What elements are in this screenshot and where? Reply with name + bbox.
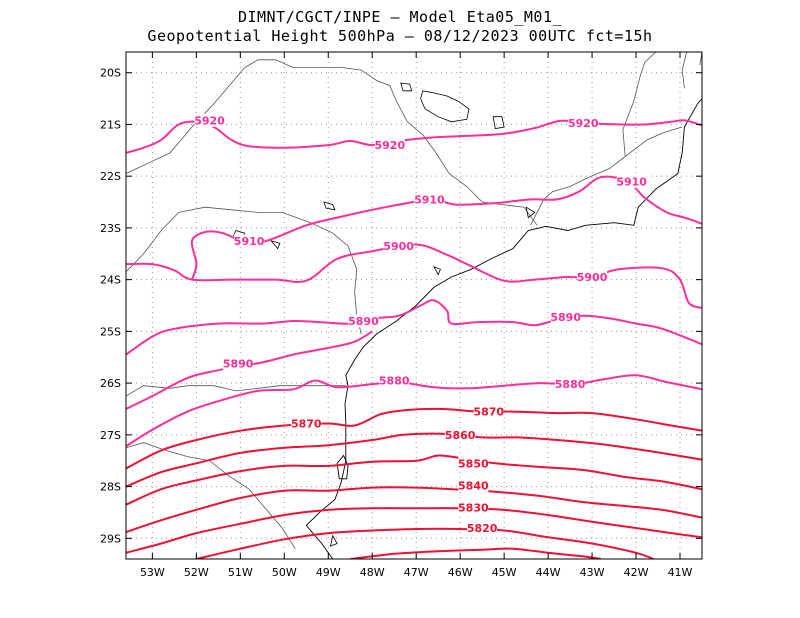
lon-tick-label: 41W [668, 566, 693, 579]
coastlines-and-borders [126, 52, 702, 559]
lat-tick-label: 26S [100, 377, 121, 390]
chart-title-line-1: DIMNT/CGCT/INPE – Model Eta05_M01_ [237, 8, 563, 26]
contour-5810 [350, 547, 602, 559]
lat-tick-label: 27S [100, 429, 121, 442]
lat-tick-label: 21S [100, 118, 121, 131]
contour-label: 5920 [194, 114, 225, 127]
lat-tick-label: 23S [100, 222, 121, 235]
lon-tick-label: 42W [624, 566, 649, 579]
lon-tick-label: 46W [448, 566, 473, 579]
contour-labels: 5920 5920 5920 5910 5910 5910 5900 5900 5890 5890… [194, 113, 647, 535]
lake-outline [269, 240, 281, 250]
lon-tick-label: 44W [536, 566, 561, 579]
contour-label: 5910 [414, 193, 445, 206]
contour-5890 [126, 299, 702, 356]
contour-label: 5820 [467, 522, 498, 535]
contour-label: 5870 [473, 406, 504, 419]
contour-label: 5910 [234, 235, 265, 248]
lake-outline [323, 201, 336, 211]
contour-label-bg [568, 116, 599, 130]
contour-label-bg [234, 234, 265, 248]
contour-label-bg [291, 416, 322, 430]
contour-label-bg [577, 270, 608, 284]
lake-outline [525, 206, 536, 219]
contour-label: 5900 [577, 271, 608, 284]
contour-label: 5870 [291, 417, 322, 430]
contour-5890 [126, 330, 373, 410]
map-frame [125, 51, 703, 560]
lon-tick-label: 45W [492, 566, 517, 579]
state-border [126, 442, 296, 549]
lon-tick-label: 47W [404, 566, 429, 579]
contour-label: 5880 [379, 375, 410, 388]
lon-tick-label: 52W [184, 566, 209, 579]
contour-label: 5890 [550, 311, 581, 324]
lon-tick-label: 43W [580, 566, 605, 579]
contour-label-bg [458, 500, 489, 514]
contour-label: 5910 [616, 175, 647, 188]
lake-outline [432, 265, 441, 276]
contour-5900 [126, 243, 702, 310]
contour-label: 5890 [348, 315, 379, 328]
lon-tick-label: 50W [272, 566, 297, 579]
contour-label-bg [348, 314, 379, 328]
lat-tick-label: 25S [100, 325, 121, 338]
axis-ticks: 53W 52W 51W 50W 49W 48W 47W 46W 45W 44W 43W 42W 41W 2… [100, 52, 702, 579]
contour-label-bg [473, 405, 504, 419]
lake-outline [420, 90, 470, 123]
lat-tick-label: 22S [100, 170, 121, 183]
contour-label-bg [194, 113, 225, 127]
lat-tick-label: 29S [100, 532, 121, 545]
state-border [681, 52, 687, 89]
contour-label: 5860 [445, 429, 476, 442]
contour-label-bg [458, 456, 489, 470]
contour-label: 5900 [383, 240, 414, 253]
state-border [530, 126, 683, 226]
lon-tick-label: 51W [228, 566, 253, 579]
contour-label: 5840 [458, 480, 489, 493]
contour-label-bg [616, 174, 647, 188]
contour-5830 [126, 507, 702, 554]
contour-label-bg [467, 521, 498, 535]
lon-tick-label: 48W [360, 566, 385, 579]
contour-label: 5890 [223, 357, 254, 370]
contour-label-bg [379, 374, 410, 388]
chart-title-line-2: Geopotential Height 500hPa – 08/12/2023 … [147, 27, 653, 45]
lake-outline [400, 82, 413, 92]
contour-label: 5850 [458, 457, 489, 470]
state-border [126, 59, 538, 226]
coastline [305, 98, 702, 559]
contour-label-bg [414, 192, 445, 206]
state-border [126, 385, 346, 397]
lon-tick-label: 53W [140, 566, 165, 579]
contour-label: 5880 [555, 378, 586, 391]
contour-5860 [126, 432, 702, 488]
lon-tick-label: 49W [316, 566, 341, 579]
contour-label-bg [383, 239, 414, 253]
state-border [126, 206, 362, 335]
lake-outline [492, 116, 505, 130]
contour-label-bg [223, 356, 254, 370]
contour-label-bg [458, 479, 489, 493]
lake-outline [329, 534, 338, 547]
contour-5840 [126, 486, 702, 534]
contour-label-bg [445, 428, 476, 442]
state-border [622, 52, 657, 156]
lat-lon-grid [126, 52, 702, 559]
contour-label-bg [550, 310, 581, 324]
contour-label: 5830 [458, 501, 489, 514]
contour-label: 5920 [375, 139, 406, 152]
lat-tick-label: 28S [100, 481, 121, 494]
contour-label-bg [555, 377, 586, 391]
contour-label-bg [374, 138, 405, 152]
contour-label: 5920 [568, 117, 599, 130]
contour-5850 [126, 454, 702, 506]
lat-tick-label: 20S [100, 67, 121, 80]
lat-tick-label: 24S [100, 274, 121, 287]
contour-5820 [196, 527, 654, 559]
contour-5870 [126, 407, 702, 470]
